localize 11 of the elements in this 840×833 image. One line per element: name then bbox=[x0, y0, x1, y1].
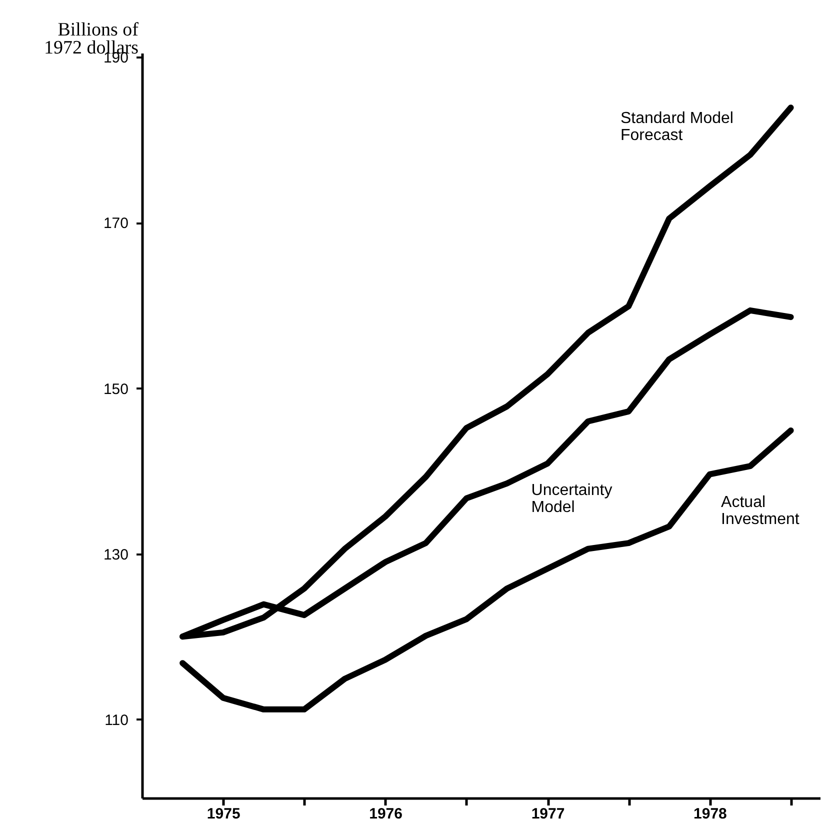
y-tick-label: 130 bbox=[103, 546, 128, 564]
x-tick-label: 1975 bbox=[206, 806, 240, 822]
x-tick-label: 1977 bbox=[531, 806, 565, 822]
x-tick-label: 1976 bbox=[369, 806, 402, 822]
y-tick-label: 150 bbox=[103, 380, 128, 398]
series-label: Actual Investment bbox=[721, 494, 800, 528]
x-tick-label: 1978 bbox=[694, 806, 727, 822]
series-label: Standard Model Forecast bbox=[620, 110, 734, 144]
y-tick-label: 170 bbox=[103, 215, 128, 232]
series-label: Uncertainty Model bbox=[531, 482, 612, 516]
y-tick-label: 110 bbox=[104, 712, 128, 729]
